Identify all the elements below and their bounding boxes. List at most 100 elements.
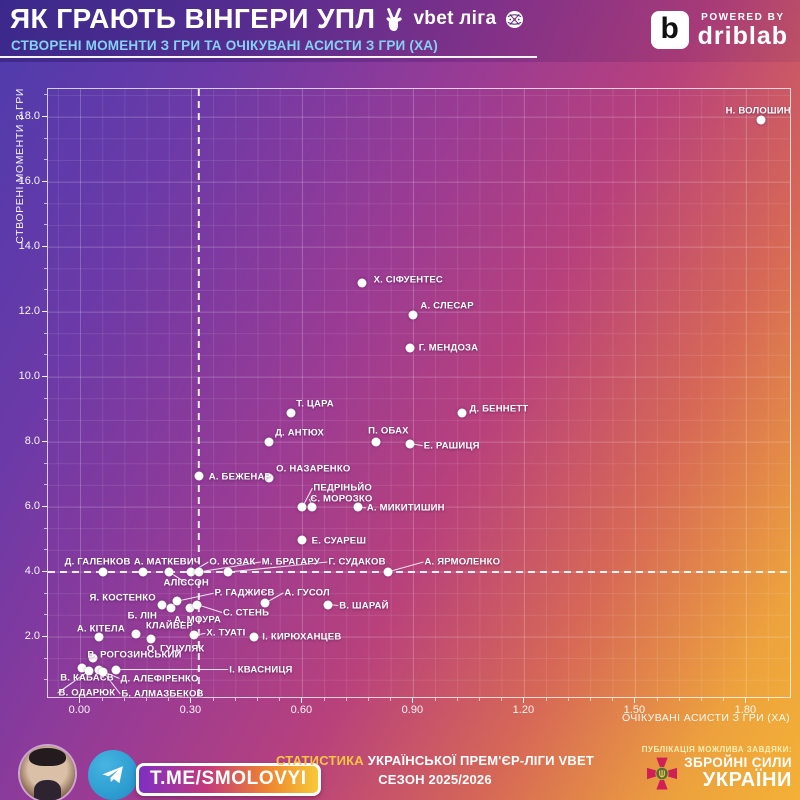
x-minor-tick	[590, 698, 591, 701]
vbet-liga-logo: vbet ліга	[413, 8, 497, 30]
data-point	[185, 603, 195, 613]
data-point	[405, 343, 415, 353]
point-label: Я. КОСТЕНКО	[89, 592, 156, 603]
x-minor-tick	[279, 698, 281, 701]
y-minor-tick	[44, 506, 47, 507]
footer-caption: СТАТИСТИКА УКРАЇНСЬКОЇ ПРЕМ'ЄР-ЛІГИ VBET…	[262, 752, 608, 790]
x-minor-tick	[634, 698, 636, 701]
x-minor-tick	[190, 698, 192, 701]
point-label: Р. ГАДЖИЄВ	[214, 587, 275, 599]
armed-forces-emblem-icon	[647, 757, 678, 790]
x-tick	[190, 698, 192, 703]
x-tick	[412, 698, 414, 703]
point-label: Е. СУАРЕШ	[311, 535, 367, 546]
y-tick-label: 18.0	[18, 110, 40, 122]
data-point	[756, 115, 766, 125]
telegram-handle-badge[interactable]: T.ME/SMOLOVYI	[136, 763, 321, 796]
data-point	[408, 310, 418, 320]
point-label: Х. ТУАТІ	[206, 627, 246, 639]
data-point	[186, 567, 196, 577]
x-tick-label: 0.90	[401, 704, 424, 716]
data-point	[357, 278, 367, 288]
point-label: Д. АЛЕФІРЕНКО	[120, 673, 199, 684]
point-label: ПЕДРІНЬЙО	[313, 482, 373, 494]
point-label: А. ГУСОЛ	[284, 587, 330, 599]
x-minor-tick	[257, 698, 258, 701]
point-label: А. МОУРА	[174, 614, 222, 626]
point-label: Т. ЦАРА	[296, 398, 334, 410]
data-point	[98, 667, 108, 677]
x-tick-label: 0.00	[68, 704, 91, 716]
x-minor-tick	[701, 698, 702, 701]
point-label: Є. МОРОЗКО	[310, 493, 373, 505]
credit-line2: УКРАЇНИ	[702, 769, 792, 792]
data-point	[223, 567, 233, 577]
y-minor-tick	[44, 267, 47, 269]
y-tick-label: 8.0	[24, 435, 40, 447]
x-minor-tick	[123, 698, 125, 701]
data-point	[164, 567, 174, 577]
x-minor-tick	[479, 698, 480, 701]
point-label: Д. ГАЛЕНКОВ	[64, 556, 131, 568]
plot-area: Н. ВОЛОШИН Х. СІФУЕНТЕС А. СЛЕСАР Г. МЕНДОЗ…	[47, 88, 792, 700]
driblab-icon: b	[650, 11, 689, 49]
x-tick	[79, 698, 81, 703]
y-tick-label: 2.0	[24, 630, 40, 642]
season-label: СЕЗОН	[378, 771, 429, 787]
x-tick-label: 1.80	[734, 704, 757, 716]
data-point	[249, 632, 259, 642]
y-minor-tick	[44, 202, 47, 204]
point-label: А. СЛЕСАР	[420, 300, 474, 312]
data-point	[166, 603, 176, 613]
point-label: А. МАТКЕВИЧ	[133, 556, 201, 568]
data-point	[189, 630, 199, 640]
x-tick-label: 0.30	[179, 704, 202, 716]
x-minor-tick	[390, 698, 392, 701]
x-minor-tick	[168, 698, 170, 701]
data-point	[157, 600, 167, 609]
point-label: АЛІССОН	[163, 577, 209, 589]
data-point	[286, 408, 296, 418]
data-point	[264, 437, 274, 447]
y-minor-tick	[44, 614, 47, 616]
point-label: А. ЯРМОЛЕНКО	[424, 556, 501, 568]
x-minor-tick	[656, 698, 658, 701]
y-minor-tick	[44, 137, 47, 139]
point-label: В. КАБАЄВ	[60, 672, 114, 684]
league-ball-icon	[505, 10, 524, 29]
x-minor-tick	[523, 698, 525, 701]
x-tick	[745, 698, 747, 703]
point-label: В. РОГОЗИНСЬКИЙ	[87, 649, 182, 661]
x-axis-title: ОЧІКУВАНІ АСИСТИ З ГРИ (ХА)	[621, 712, 790, 724]
y-minor-tick	[44, 527, 47, 529]
x-minor-tick	[745, 698, 747, 701]
point-label: І. КИРЮХАНЦЕВ	[262, 631, 342, 643]
x-minor-tick	[146, 698, 147, 701]
point-label: В. ОДАРЮК	[58, 687, 116, 699]
data-point	[260, 598, 270, 608]
x-minor-tick	[545, 698, 547, 701]
x-minor-tick	[301, 698, 303, 701]
x-tick	[301, 698, 303, 703]
y-minor-tick	[44, 354, 47, 356]
point-label: Б. АЛМАЗБЕКОВ	[121, 688, 204, 700]
y-tick-label: 4.0	[24, 565, 40, 577]
y-minor-tick	[44, 181, 47, 182]
point-label: А. КІТЕЛА	[76, 623, 125, 635]
data-point	[457, 408, 466, 418]
data-point	[307, 502, 317, 512]
x-minor-tick	[101, 698, 103, 701]
x-minor-tick	[79, 698, 81, 701]
x-minor-tick	[567, 698, 569, 701]
x-minor-tick	[345, 698, 347, 701]
point-label: М. БРАГАРУ	[261, 556, 320, 568]
y-minor-tick	[44, 657, 47, 659]
header-underline	[0, 56, 537, 58]
point-label: О. ГУЦУЛЯК	[146, 643, 205, 655]
x-tick-label: 0.60	[290, 704, 313, 716]
footer: T.ME/SMOLOVYI СТАТИСТИКА УКРАЇНСЬКОЇ ПРЕ…	[0, 738, 800, 800]
point-label: С. СТЕНЬ	[222, 607, 270, 618]
data-point	[111, 665, 121, 674]
data-point	[194, 567, 204, 577]
y-minor-tick	[44, 419, 47, 421]
